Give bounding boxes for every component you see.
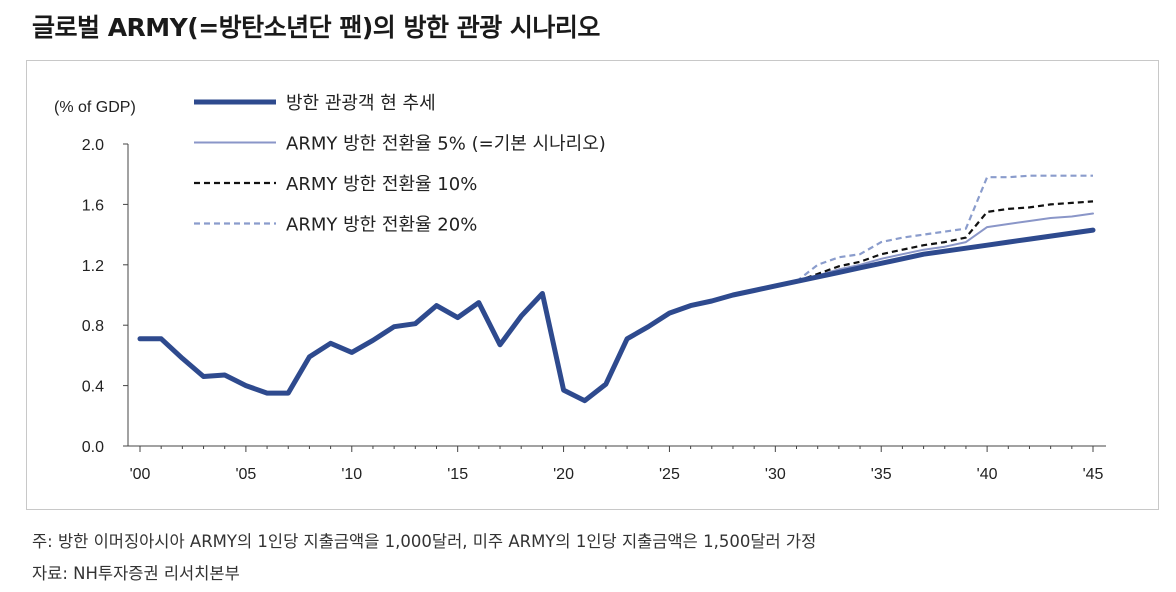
page-title: 글로벌 ARMY(=방탄소년단 팬)의 방한 관광 시나리오 [32, 13, 600, 42]
legend-label-2: ARMY 방한 전환율 10% [286, 174, 477, 195]
x-tick-label: '00 [130, 466, 151, 483]
legend-label-3: ARMY 방한 전환율 20% [286, 215, 477, 236]
x-tick-label: '10 [341, 466, 362, 483]
y-tick-label: 1.2 [82, 258, 104, 275]
x-tick-label: '05 [235, 466, 256, 483]
line-chart: (% of GDP) 2.01.61.20.80.40.0 '00'05'10 '… [54, 93, 1106, 483]
x-tick-label: '40 [977, 466, 998, 483]
series-layer [137, 174, 1096, 404]
legend: 방한 관광객 현 추세 ARMY 방한 전환율 5% (=기본 시나리오) ARMY… [194, 93, 606, 236]
series-line-2 [796, 200, 1094, 283]
x-tick-label: '15 [447, 466, 468, 483]
x-axis: '00 '05 '10 '15 '20 '25 '30 '35 '40 '45 [128, 445, 1106, 483]
y-tick-label: 2.0 [82, 137, 104, 154]
y-tick-label: 0.4 [82, 379, 104, 396]
y-tick-label: 0.8 [82, 318, 104, 335]
x-tick-label: '20 [553, 466, 574, 483]
y-axis-unit-label: (% of GDP) [54, 99, 136, 116]
y-axis: 2.0 1.6 1.2 0.8 0.4 0.0 [82, 137, 129, 456]
legend-label-1: ARMY 방한 전환율 5% (=기본 시나리오) [286, 134, 606, 155]
x-tick-label: '30 [765, 466, 786, 483]
source-note: 자료: NH투자증권 리서치본부 [32, 564, 240, 583]
y-tick-label: 0.0 [82, 439, 104, 456]
series-line-3 [795, 174, 1093, 283]
legend-label-0: 방한 관광객 현 추세 [286, 93, 436, 114]
series-line-0 [137, 227, 1096, 404]
chart-frame [26, 60, 1159, 510]
x-tick-label: '45 [1083, 466, 1104, 483]
x-tick-label: '35 [871, 466, 892, 483]
footnote: 주: 방한 이머징아시아 ARMY의 1인당 지출금액을 1,000달러, 미주… [32, 532, 817, 551]
y-tick-label: 1.6 [82, 197, 104, 214]
x-tick-label: '25 [659, 466, 680, 483]
